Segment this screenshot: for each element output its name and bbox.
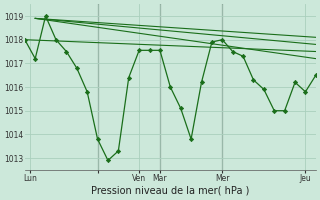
X-axis label: Pression niveau de la mer( hPa ): Pression niveau de la mer( hPa ) bbox=[91, 186, 250, 196]
